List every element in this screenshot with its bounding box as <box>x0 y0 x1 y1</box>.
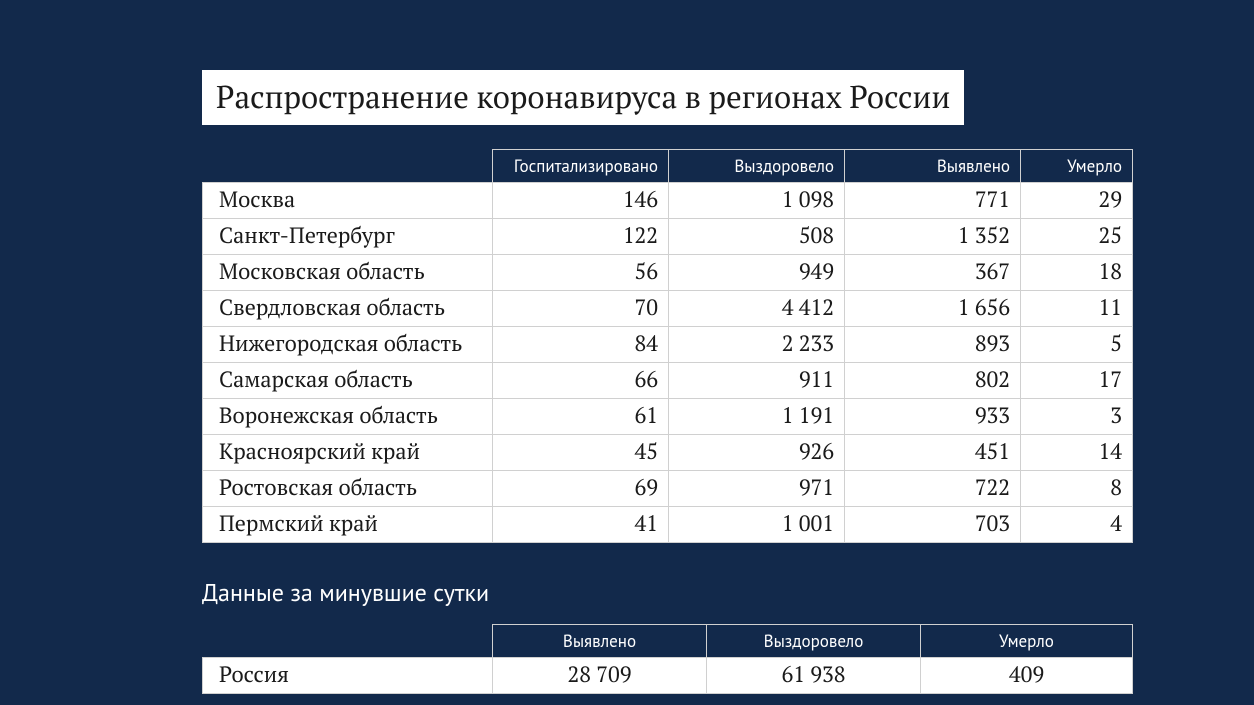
value-cell: 722 <box>845 471 1021 507</box>
col-header: Выздоровело <box>669 150 845 183</box>
value-cell: 61 938 <box>707 658 921 694</box>
value-cell: 926 <box>669 435 845 471</box>
value-cell: 367 <box>845 255 1021 291</box>
col-header: Госпитализировано <box>493 150 669 183</box>
col-header: Выявлено <box>845 150 1021 183</box>
value-cell: 802 <box>845 363 1021 399</box>
col-header: Выздоровело <box>707 625 921 658</box>
table-row: Пермский край411 0017034 <box>203 507 1133 543</box>
value-cell: 451 <box>845 435 1021 471</box>
slide-container: Распространение коронавируса в регионах … <box>0 0 1254 694</box>
table-row: Санкт-Петербург1225081 35225 <box>203 219 1133 255</box>
value-cell: 2 233 <box>669 327 845 363</box>
value-cell: 3 <box>1021 399 1133 435</box>
page-title: Распространение коронавируса в регионах … <box>216 76 950 117</box>
value-cell: 28 709 <box>493 658 707 694</box>
value-cell: 893 <box>845 327 1021 363</box>
value-cell: 8 <box>1021 471 1133 507</box>
region-cell: Пермский край <box>203 507 493 543</box>
region-cell: Ростовская область <box>203 471 493 507</box>
value-cell: 41 <box>493 507 669 543</box>
value-cell: 409 <box>921 658 1133 694</box>
col-header: Умерло <box>1021 150 1133 183</box>
value-cell: 56 <box>493 255 669 291</box>
value-cell: 70 <box>493 291 669 327</box>
value-cell: 69 <box>493 471 669 507</box>
blank-header <box>203 625 493 658</box>
table-row: Россия28 70961 938409 <box>203 658 1133 694</box>
value-cell: 84 <box>493 327 669 363</box>
value-cell: 1 656 <box>845 291 1021 327</box>
value-cell: 771 <box>845 183 1021 219</box>
region-cell: Москва <box>203 183 493 219</box>
value-cell: 146 <box>493 183 669 219</box>
value-cell: 18 <box>1021 255 1133 291</box>
value-cell: 61 <box>493 399 669 435</box>
value-cell: 4 412 <box>669 291 845 327</box>
region-cell: Нижегородская область <box>203 327 493 363</box>
value-cell: 11 <box>1021 291 1133 327</box>
table-header-row: Госпитализировано Выздоровело Выявлено У… <box>203 150 1133 183</box>
value-cell: 1 191 <box>669 399 845 435</box>
table-row: Воронежская область611 1919333 <box>203 399 1133 435</box>
value-cell: 5 <box>1021 327 1133 363</box>
value-cell: 4 <box>1021 507 1133 543</box>
region-cell: Свердловская область <box>203 291 493 327</box>
region-cell: Московская область <box>203 255 493 291</box>
title-bar: Распространение коронавируса в регионах … <box>202 70 964 125</box>
value-cell: 508 <box>669 219 845 255</box>
value-cell: 122 <box>493 219 669 255</box>
value-cell: 703 <box>845 507 1021 543</box>
value-cell: 14 <box>1021 435 1133 471</box>
table-row: Ростовская область699717228 <box>203 471 1133 507</box>
table-row: Московская область5694936718 <box>203 255 1133 291</box>
region-cell: Россия <box>203 658 493 694</box>
col-header: Выявлено <box>493 625 707 658</box>
value-cell: 1 352 <box>845 219 1021 255</box>
table-header-row: Выявлено Выздоровело Умерло <box>203 625 1133 658</box>
value-cell: 45 <box>493 435 669 471</box>
table-row: Красноярский край4592645114 <box>203 435 1133 471</box>
table-row: Москва1461 09877129 <box>203 183 1133 219</box>
value-cell: 1 001 <box>669 507 845 543</box>
table-row: Самарская область6691180217 <box>203 363 1133 399</box>
summary-subtitle: Данные за минувшие сутки <box>202 577 1164 608</box>
value-cell: 949 <box>669 255 845 291</box>
value-cell: 25 <box>1021 219 1133 255</box>
value-cell: 17 <box>1021 363 1133 399</box>
value-cell: 1 098 <box>669 183 845 219</box>
blank-header <box>203 150 493 183</box>
region-cell: Самарская область <box>203 363 493 399</box>
region-cell: Воронежская область <box>203 399 493 435</box>
region-cell: Красноярский край <box>203 435 493 471</box>
table-row: Нижегородская область842 2338935 <box>203 327 1133 363</box>
summary-table: Выявлено Выздоровело Умерло Россия28 709… <box>202 624 1133 694</box>
value-cell: 66 <box>493 363 669 399</box>
table-row: Свердловская область704 4121 65611 <box>203 291 1133 327</box>
value-cell: 911 <box>669 363 845 399</box>
value-cell: 29 <box>1021 183 1133 219</box>
region-cell: Санкт-Петербург <box>203 219 493 255</box>
col-header: Умерло <box>921 625 1133 658</box>
value-cell: 933 <box>845 399 1021 435</box>
regions-table: Госпитализировано Выздоровело Выявлено У… <box>202 149 1133 543</box>
value-cell: 971 <box>669 471 845 507</box>
